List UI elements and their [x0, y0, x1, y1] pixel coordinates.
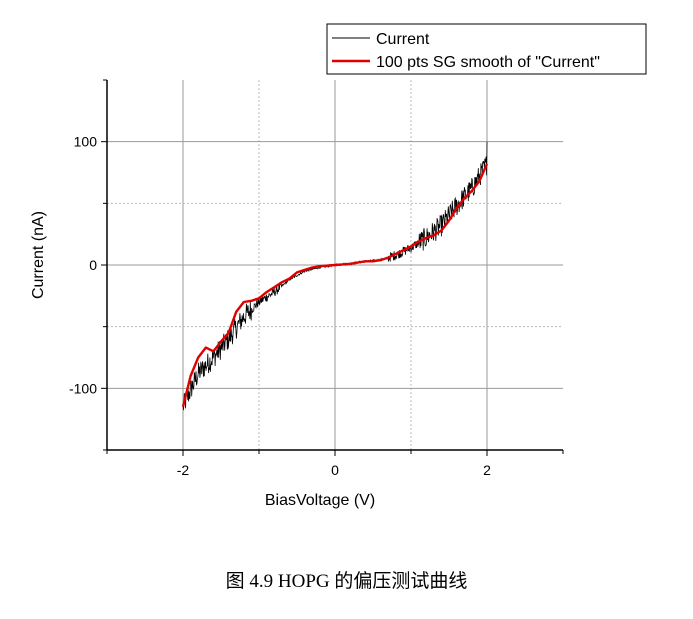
y-axis-title: Current (nA)	[30, 211, 47, 299]
x-tick-label: 0	[331, 462, 339, 478]
legend-box	[326, 23, 647, 75]
x-tick-label: -2	[177, 462, 190, 478]
legend-label: 100 pts SG smooth of "Current"	[376, 54, 600, 71]
axis-titles: BiasVoltage (V) Current (nA)	[30, 211, 375, 509]
axes	[101, 79, 564, 456]
y-tick-label: 100	[74, 134, 98, 150]
legend: Current 100 pts SG smooth of "Current"	[326, 23, 647, 75]
series-smooth-line	[181, 163, 489, 408]
grid	[107, 80, 563, 450]
legend-label: Current	[376, 31, 430, 48]
y-tick-label: 0	[89, 257, 97, 273]
x-tick-label: 2	[483, 462, 491, 478]
tick-labels: -2 0 2 -100 0 100	[69, 134, 491, 478]
chart: -2 0 2 -100 0 100 Current 100 pts SG smooth of…	[30, 23, 647, 509]
figure-caption: 图 4.9 HOPG 的偏压测试曲线	[225, 571, 468, 592]
plot-area	[181, 141, 489, 411]
x-axis-title: BiasVoltage (V)	[265, 492, 375, 509]
y-tick-label: -100	[69, 380, 97, 396]
